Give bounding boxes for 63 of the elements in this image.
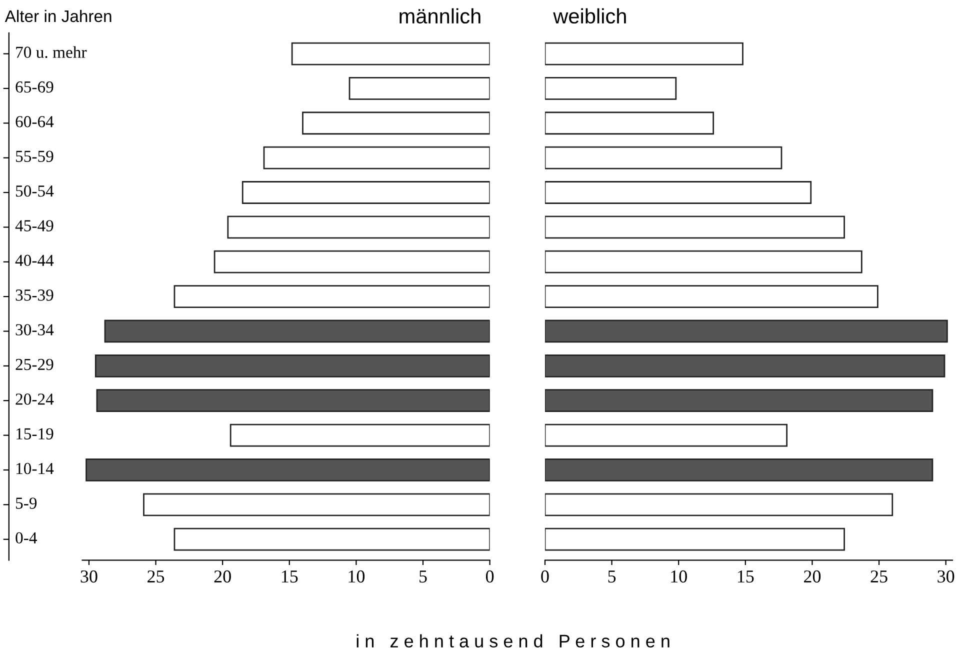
bar xyxy=(544,42,744,66)
chart-title: männlich xyxy=(400,8,480,24)
bar xyxy=(544,493,894,516)
x-axis-title: i n z e h n t a u s e n d P e r s o n e n xyxy=(356,634,670,648)
x-tick-label: 30 xyxy=(938,570,954,583)
bar xyxy=(544,389,934,412)
x-tick-label: 15 xyxy=(738,570,754,583)
x-tick-label: 0 xyxy=(541,570,549,583)
bar xyxy=(544,458,934,482)
bar xyxy=(544,77,677,100)
bar xyxy=(104,320,490,343)
bar xyxy=(214,250,490,274)
chart-title: weiblich xyxy=(553,8,626,24)
bar xyxy=(544,146,782,170)
y-tick-label: 45-49 xyxy=(15,220,54,232)
y-tick-label: 25-29 xyxy=(16,358,54,370)
bar xyxy=(86,458,490,482)
bar xyxy=(544,424,788,447)
bar xyxy=(544,181,812,204)
x-tick-label: 0 xyxy=(486,570,494,583)
bar xyxy=(544,285,878,308)
bar xyxy=(291,42,490,66)
x-tick-label: 20 xyxy=(214,570,231,583)
y-tick-label: 50-54 xyxy=(16,185,54,197)
bar xyxy=(544,112,714,135)
bar xyxy=(544,250,862,274)
x-tick-label: 30 xyxy=(80,570,98,583)
y-tick-label: 65-69 xyxy=(16,81,54,93)
bar xyxy=(174,528,490,551)
y-tick-label: 30-34 xyxy=(16,324,54,336)
bar xyxy=(94,354,490,378)
bar xyxy=(230,424,490,447)
bar xyxy=(227,216,490,239)
bar xyxy=(263,146,490,170)
x-tick-label: 10 xyxy=(671,570,687,583)
x-tick-label: 20 xyxy=(804,570,821,583)
x-tick-label: 5 xyxy=(608,570,616,583)
y-tick-label: 55-59 xyxy=(16,150,54,162)
bar xyxy=(544,320,948,343)
x-tick-label: 25 xyxy=(870,570,888,583)
x-tick-label: 15 xyxy=(282,570,298,583)
x-tick-label: 5 xyxy=(420,570,427,583)
bar xyxy=(544,216,845,239)
y-tick-label: 15-19 xyxy=(16,428,54,440)
bar xyxy=(302,112,490,135)
y-tick-label: 70 u. mehr xyxy=(16,46,87,58)
x-tick-label: 25 xyxy=(148,570,164,583)
bar xyxy=(96,389,490,412)
bar xyxy=(174,285,490,308)
y-axis-title: Alter in Jahren xyxy=(4,10,112,22)
y-tick-label: 10-14 xyxy=(16,462,54,474)
y-tick-label: 5-9 xyxy=(16,498,37,509)
y-tick-label: 40-44 xyxy=(15,254,54,266)
bar xyxy=(544,528,845,551)
x-tick-label: 10 xyxy=(348,570,365,583)
bar xyxy=(348,77,490,100)
y-tick-label: 35-39 xyxy=(16,290,54,301)
y-tick-label: 0-4 xyxy=(16,532,37,544)
bar xyxy=(242,181,490,204)
y-tick-label: 60-64 xyxy=(16,116,54,128)
bar xyxy=(544,354,946,378)
y-tick-label: 20-24 xyxy=(16,394,54,405)
bar xyxy=(143,493,490,516)
